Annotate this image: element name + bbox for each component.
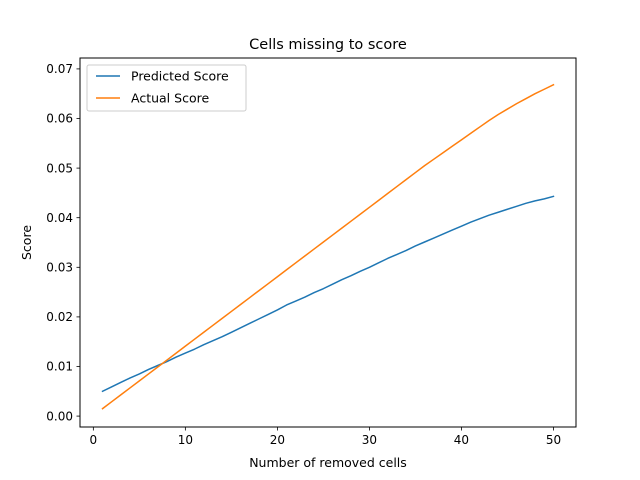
x-tick-label: 20 xyxy=(270,433,285,447)
x-axis-ticks: 0 10 20 30 40 50 xyxy=(90,427,561,447)
y-tick-label: 0.05 xyxy=(46,161,73,175)
legend: Predicted Score Actual Score xyxy=(86,64,247,112)
y-tick-label: 0.07 xyxy=(46,62,73,76)
plot-frame xyxy=(79,57,577,428)
y-tick-label: 0.04 xyxy=(46,211,73,225)
x-tick-label: 30 xyxy=(362,433,377,447)
y-tick-label: 0.03 xyxy=(46,260,73,274)
y-tick-label: 0.02 xyxy=(46,310,73,324)
series-line-actual-score xyxy=(101,83,555,410)
series-line-predicted-score xyxy=(101,195,555,393)
legend-label-actual-score: Actual Score xyxy=(131,91,209,106)
x-axis-label: Number of removed cells xyxy=(249,455,407,470)
x-tick-label: 10 xyxy=(178,433,193,447)
plot-area xyxy=(80,58,576,427)
y-tick-label: 0.01 xyxy=(46,360,73,374)
y-axis-ticks: 0.00 0.01 0.02 0.03 0.04 0.05 0.06 0.07 xyxy=(46,62,80,423)
series-layer xyxy=(101,83,555,410)
legend-box xyxy=(86,64,247,112)
y-tick-label: 0.06 xyxy=(46,112,73,126)
x-tick-label: 40 xyxy=(454,433,469,447)
x-tick-label: 0 xyxy=(90,433,98,447)
y-tick-label: 0.00 xyxy=(46,409,73,423)
chart-title: Cells missing to score xyxy=(249,37,407,53)
x-tick-label: 50 xyxy=(546,433,561,447)
y-axis-label: Score xyxy=(19,225,34,260)
legend-label-predicted-score: Predicted Score xyxy=(131,69,229,84)
